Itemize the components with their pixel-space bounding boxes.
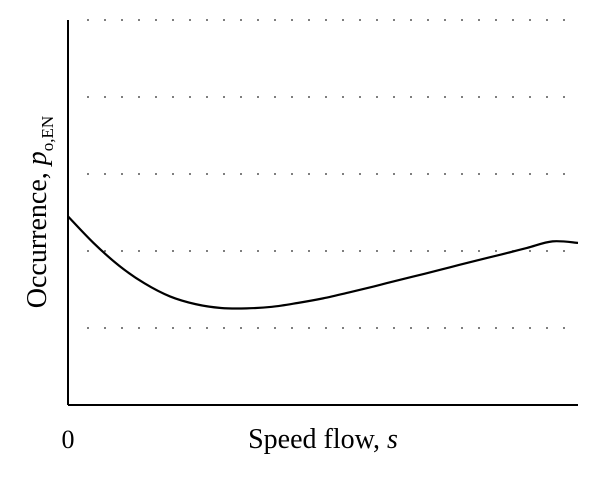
y-axis-label-text: Occurrence,	[22, 165, 53, 308]
y-axis-label-sub: o,EN	[38, 116, 57, 151]
y-axis-label-var: p	[22, 151, 53, 167]
series-line-0	[67, 215, 579, 310]
x-tick-label: 0	[62, 425, 75, 454]
x-axis-label: Speed flow, s	[248, 424, 398, 455]
series-group	[67, 215, 579, 310]
y-axis-label: Occurrence, po,EN	[22, 116, 57, 308]
x-axis-label-text: Speed flow,	[248, 424, 387, 455]
grid-lines	[87, 19, 579, 329]
x-axis-label-var: s	[387, 424, 398, 455]
